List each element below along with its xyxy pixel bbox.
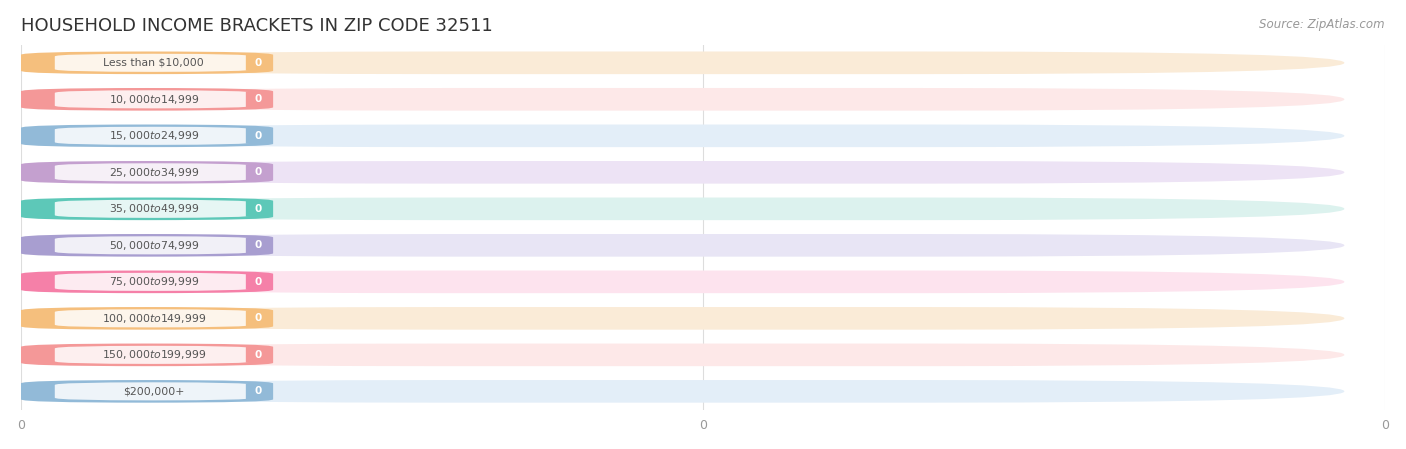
Text: 0: 0	[254, 204, 262, 214]
Text: $15,000 to $24,999: $15,000 to $24,999	[108, 129, 198, 142]
FancyBboxPatch shape	[21, 52, 273, 74]
Text: $35,000 to $49,999: $35,000 to $49,999	[108, 202, 198, 216]
FancyBboxPatch shape	[21, 88, 273, 110]
FancyBboxPatch shape	[246, 310, 270, 326]
Text: 0: 0	[254, 277, 262, 287]
FancyBboxPatch shape	[21, 380, 273, 403]
FancyBboxPatch shape	[21, 271, 273, 293]
Text: $200,000+: $200,000+	[124, 386, 184, 396]
FancyBboxPatch shape	[21, 198, 1344, 220]
FancyBboxPatch shape	[21, 307, 1344, 330]
Text: 0: 0	[254, 240, 262, 251]
Text: Less than $10,000: Less than $10,000	[104, 58, 204, 68]
Text: 0: 0	[254, 350, 262, 360]
FancyBboxPatch shape	[21, 161, 273, 184]
FancyBboxPatch shape	[246, 383, 270, 400]
FancyBboxPatch shape	[246, 164, 270, 180]
Text: $50,000 to $74,999: $50,000 to $74,999	[108, 239, 198, 252]
FancyBboxPatch shape	[21, 124, 273, 147]
Text: 0: 0	[254, 58, 262, 68]
Text: 0: 0	[254, 131, 262, 141]
FancyBboxPatch shape	[246, 128, 270, 144]
FancyBboxPatch shape	[21, 380, 1344, 403]
FancyBboxPatch shape	[21, 161, 1344, 184]
FancyBboxPatch shape	[21, 198, 273, 220]
FancyBboxPatch shape	[21, 124, 1344, 147]
FancyBboxPatch shape	[55, 346, 253, 364]
FancyBboxPatch shape	[21, 52, 1344, 74]
FancyBboxPatch shape	[246, 201, 270, 217]
FancyBboxPatch shape	[21, 271, 1344, 293]
FancyBboxPatch shape	[55, 273, 253, 291]
FancyBboxPatch shape	[55, 54, 253, 72]
FancyBboxPatch shape	[21, 234, 1344, 257]
FancyBboxPatch shape	[55, 309, 253, 327]
Text: 0: 0	[254, 386, 262, 396]
FancyBboxPatch shape	[55, 200, 253, 218]
FancyBboxPatch shape	[55, 90, 253, 108]
Text: $150,000 to $199,999: $150,000 to $199,999	[101, 348, 205, 361]
Text: $10,000 to $14,999: $10,000 to $14,999	[108, 93, 198, 106]
FancyBboxPatch shape	[246, 347, 270, 363]
FancyBboxPatch shape	[246, 274, 270, 290]
Text: 0: 0	[254, 94, 262, 104]
Text: 0: 0	[254, 313, 262, 323]
FancyBboxPatch shape	[55, 163, 253, 181]
FancyBboxPatch shape	[21, 343, 273, 366]
Text: Source: ZipAtlas.com: Source: ZipAtlas.com	[1260, 18, 1385, 31]
FancyBboxPatch shape	[55, 382, 253, 401]
Text: $75,000 to $99,999: $75,000 to $99,999	[108, 275, 198, 288]
FancyBboxPatch shape	[246, 55, 270, 71]
FancyBboxPatch shape	[21, 307, 273, 330]
FancyBboxPatch shape	[21, 343, 1344, 366]
FancyBboxPatch shape	[55, 236, 253, 255]
Text: $25,000 to $34,999: $25,000 to $34,999	[108, 166, 198, 179]
Text: $100,000 to $149,999: $100,000 to $149,999	[101, 312, 205, 325]
FancyBboxPatch shape	[246, 237, 270, 254]
FancyBboxPatch shape	[55, 127, 253, 145]
Text: HOUSEHOLD INCOME BRACKETS IN ZIP CODE 32511: HOUSEHOLD INCOME BRACKETS IN ZIP CODE 32…	[21, 17, 492, 35]
FancyBboxPatch shape	[21, 234, 273, 257]
FancyBboxPatch shape	[21, 88, 1344, 110]
Text: 0: 0	[254, 167, 262, 177]
FancyBboxPatch shape	[246, 91, 270, 107]
